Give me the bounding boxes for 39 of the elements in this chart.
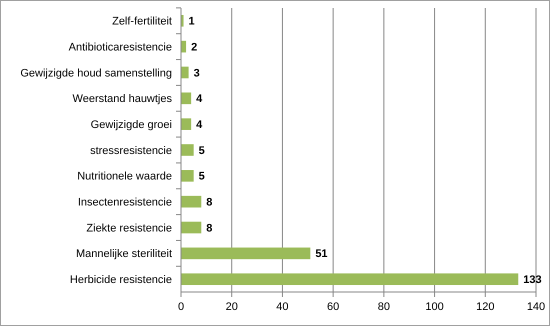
bar bbox=[181, 66, 189, 78]
bar bbox=[181, 118, 192, 130]
y-tick-label: Insectenresistencie bbox=[78, 196, 172, 209]
x-tick-label: 140 bbox=[526, 301, 546, 313]
x-tick-label: 60 bbox=[327, 301, 340, 313]
y-tick-label: Herbicide resistencie bbox=[70, 274, 172, 286]
bar bbox=[181, 273, 518, 286]
data-label: 51 bbox=[315, 248, 328, 260]
data-label: 4 bbox=[196, 93, 204, 106]
data-label: 1 bbox=[188, 16, 195, 28]
data-label: 4 bbox=[196, 119, 204, 132]
data-label: 8 bbox=[206, 222, 212, 234]
y-tick-label: Nutritionele waarde bbox=[77, 170, 172, 183]
bar bbox=[181, 222, 202, 234]
x-tick-label: 80 bbox=[378, 301, 390, 313]
x-tick-label: 120 bbox=[476, 301, 494, 313]
y-tick-label: Zelf-fertiliteit bbox=[112, 16, 172, 28]
x-tick-label: 40 bbox=[276, 301, 289, 313]
data-label: 5 bbox=[198, 170, 205, 183]
y-tick-label: Mannelijke steriliteit bbox=[76, 248, 172, 260]
data-label: 2 bbox=[191, 41, 198, 54]
y-tick-label: Gewijzigde groei bbox=[90, 119, 172, 132]
y-tick-label: stressresistencie bbox=[90, 144, 172, 157]
bar bbox=[181, 248, 310, 260]
x-tick-label: 20 bbox=[226, 301, 238, 313]
y-tick-label: Ziekte resistencie bbox=[86, 222, 172, 234]
y-tick-label: Weerstand hauwtjes bbox=[72, 93, 172, 106]
x-tick-label: 100 bbox=[425, 301, 444, 313]
data-label: 3 bbox=[194, 67, 200, 80]
bar bbox=[181, 92, 192, 104]
y-tick-label: Gewijzigde houd samenstelling bbox=[20, 67, 172, 80]
data-label: 5 bbox=[198, 144, 205, 157]
y-tick-label: Antibioticaresistencie bbox=[68, 41, 172, 54]
bar bbox=[181, 196, 202, 208]
data-label: 133 bbox=[523, 274, 542, 286]
bar bbox=[181, 144, 194, 156]
bar bbox=[181, 170, 194, 182]
data-label: 8 bbox=[206, 196, 212, 209]
x-tick-label: 0 bbox=[178, 301, 184, 313]
